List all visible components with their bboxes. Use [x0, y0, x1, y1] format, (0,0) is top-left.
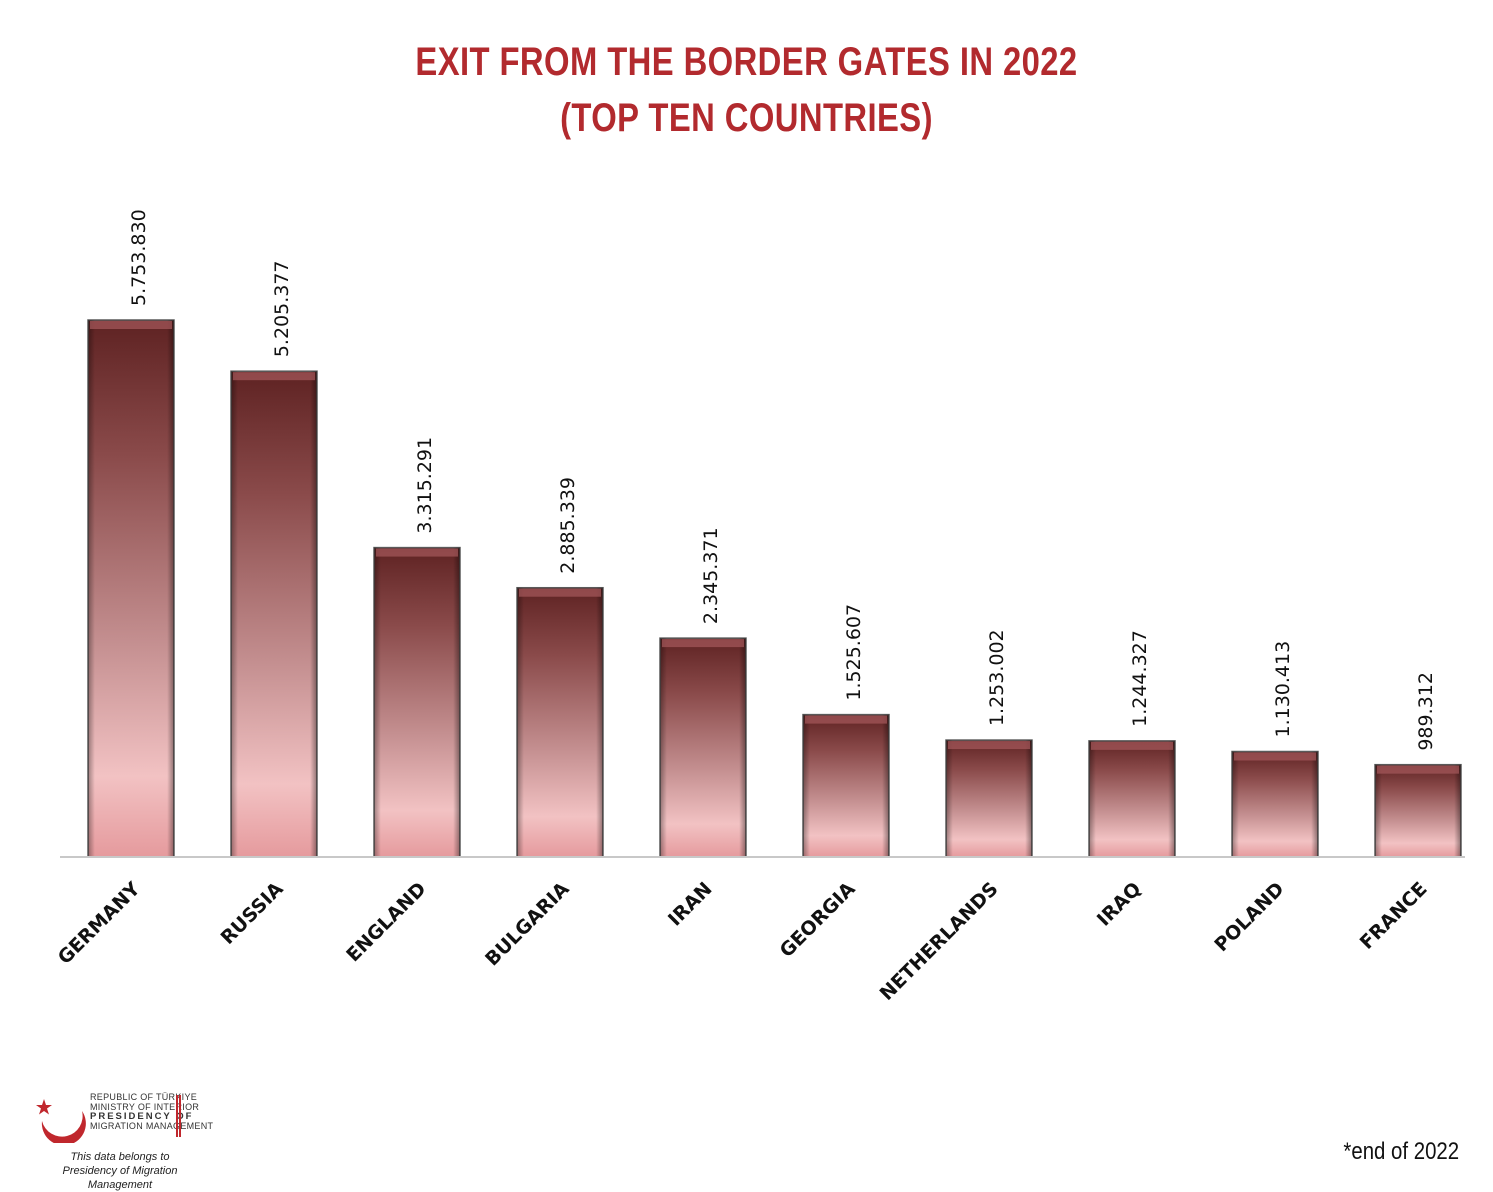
credit-line: This data belongs to	[70, 1151, 170, 1163]
value-label: 1.525.607	[843, 604, 865, 701]
logo	[30, 1093, 220, 1178]
value-label: 5.753.830	[128, 209, 150, 306]
category-label: RUSSIA	[217, 878, 288, 949]
category-label: ENGLAND	[342, 878, 430, 966]
value-label: 1.130.413	[1272, 641, 1294, 738]
data-credit: This data belongs to Presidency of Migra…	[30, 1150, 210, 1192]
bar-netherlands	[945, 739, 1033, 858]
category-label: NETHERLANDS	[876, 878, 1003, 1005]
category-label: IRAN	[664, 878, 717, 931]
value-label: 1.253.002	[986, 629, 1008, 726]
crescent-star-icon	[36, 1099, 86, 1146]
logo-divider	[176, 1095, 181, 1137]
bar-iran	[659, 637, 747, 858]
logo-line: MIGRATION MANAGEMENT	[90, 1120, 214, 1131]
value-label: 2.345.371	[700, 527, 722, 624]
value-label: 1.244.327	[1129, 630, 1151, 727]
category-label: POLAND	[1210, 878, 1288, 956]
bar-poland	[1231, 750, 1319, 858]
bar-iraq	[1088, 740, 1176, 858]
chart-title: EXIT FROM THE BORDER GATES IN 2022	[415, 40, 1078, 84]
logo-line: REPUBLIC OF TÜRKIYE	[90, 1092, 198, 1102]
category-label: FRANCE	[1356, 878, 1432, 954]
logo-line: MINISTRY OF INTERIOR	[90, 1101, 200, 1112]
logo-line: PRESIDENCY OF	[90, 1111, 194, 1122]
bar-bulgaria	[516, 586, 604, 858]
logo-text: REPUBLIC OF TÜRKIYE MINISTRY OF INTERIOR…	[90, 1092, 214, 1131]
bar-georgia	[802, 713, 890, 858]
category-label: BULGARIA	[481, 878, 574, 971]
bar-germany	[87, 319, 175, 858]
value-label: 989.312	[1415, 672, 1437, 751]
credit-line: Presidency of Migration Management	[62, 1165, 178, 1191]
bar-england	[373, 546, 461, 858]
category-label: IRAQ	[1093, 878, 1146, 931]
category-label: GEORGIA	[776, 878, 860, 962]
value-label: 3.315.291	[414, 437, 436, 534]
chart-subtitle: (TOP TEN COUNTRIES)	[560, 96, 933, 140]
bar-france	[1374, 763, 1462, 858]
bar-russia	[230, 370, 318, 858]
value-label: 2.885.339	[557, 477, 579, 574]
category-label: GERMANY	[54, 878, 145, 969]
footnote: *end of 2022	[1343, 1138, 1459, 1165]
value-label: 5.205.377	[271, 260, 293, 357]
